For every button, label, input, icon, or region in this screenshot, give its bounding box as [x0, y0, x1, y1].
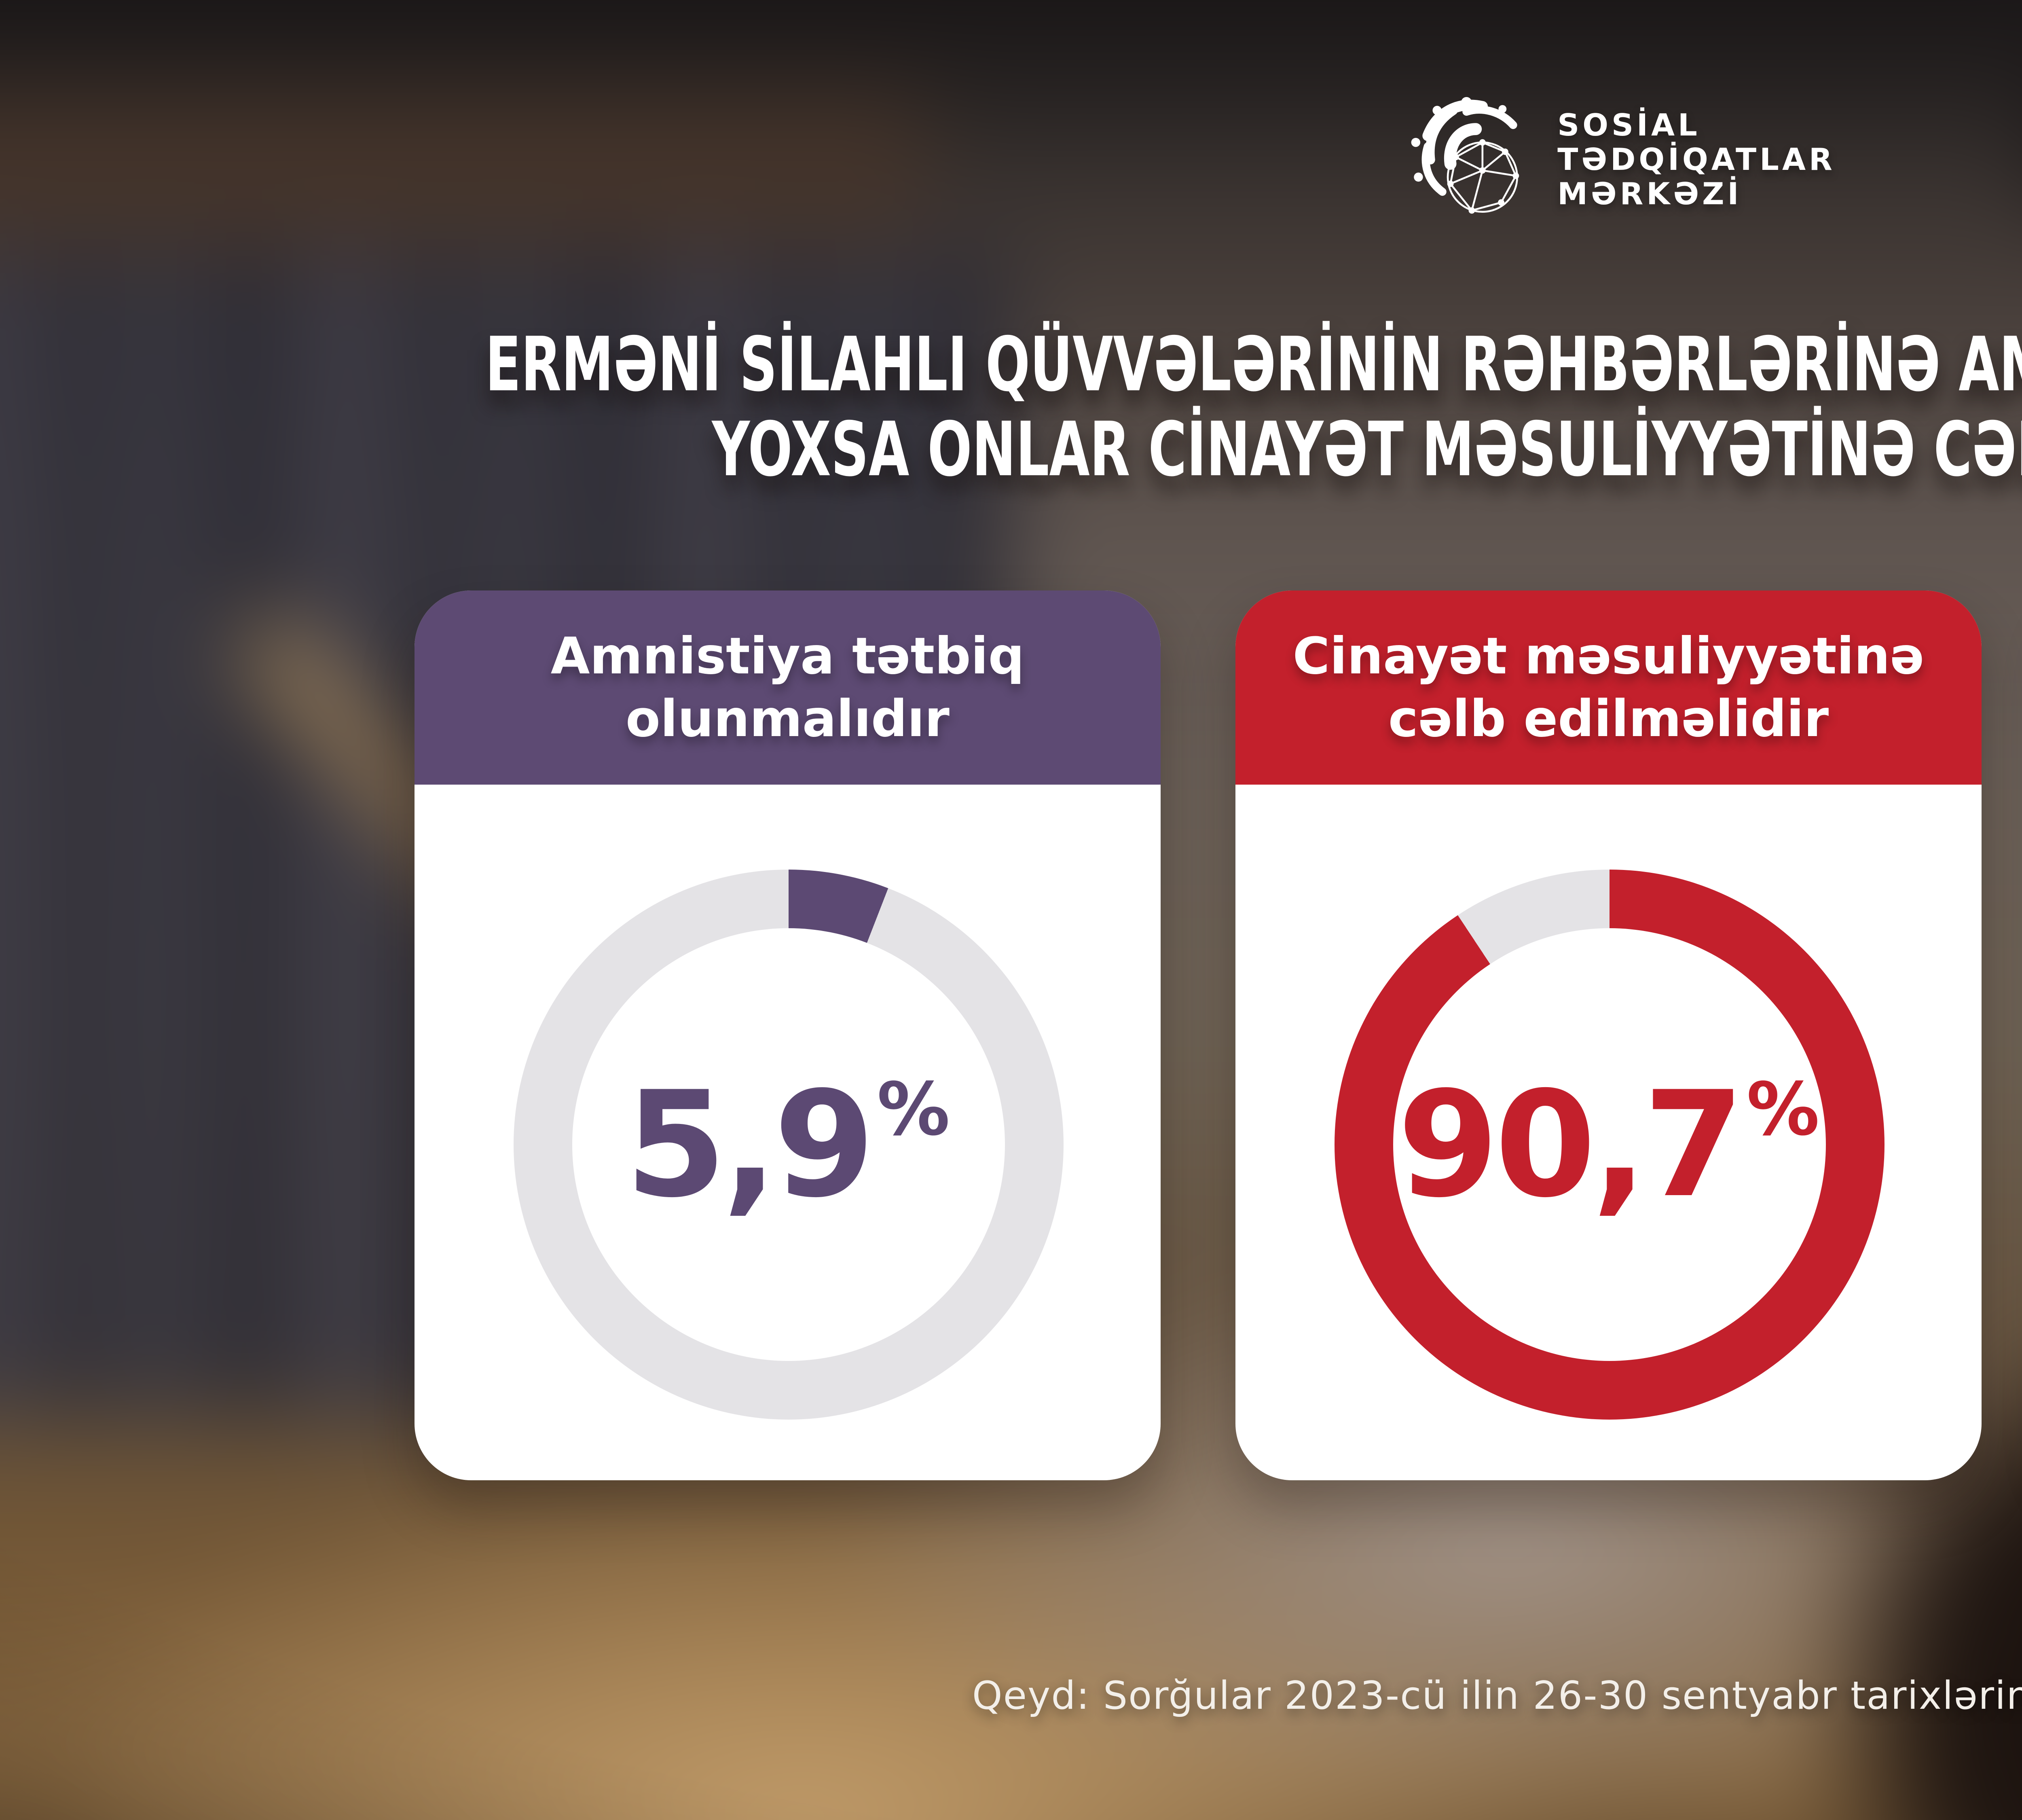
- percent-sign: %: [877, 1076, 950, 1149]
- logo-wordmark: SOSİAL TƏDQİQATLAR MƏRKƏZİ: [1557, 108, 1836, 212]
- card-label: Cinayət məsuliyyətinə cəlb edilməlidir: [1272, 625, 1945, 750]
- donut-value: 90,7%: [1398, 1072, 1820, 1217]
- donut-chart-amnesty: 5,9%: [513, 870, 1063, 1420]
- logo: SOSİAL TƏDQİQATLAR MƏRKƏZİ: [1400, 93, 1836, 226]
- footer-note: Qeyd: Sorğular 2023-cü ilin 26-30 sentya…: [0, 1674, 2022, 1719]
- card-header-amnesty: Amnistiya tətbiq olunmalıdır: [415, 590, 1161, 785]
- results-row: Amnistiya tətbiq olunmalıdır 5,9% Cinayə…: [415, 590, 2022, 1480]
- logo-text-line1: SOSİAL: [1557, 108, 1836, 143]
- donut-value-number: 90,7: [1398, 1072, 1741, 1217]
- card-body: 90,7%: [1235, 785, 1982, 1480]
- page-title-line2: YOXSA ONLAR CİNAYƏT MƏSULİYYƏTİNƏ CƏLB E…: [485, 408, 2022, 493]
- result-card-criminal-liability: Cinayət məsuliyyətinə cəlb edilməlidir 9…: [1235, 590, 1982, 1480]
- result-card-amnesty: Amnistiya tətbiq olunmalıdır 5,9%: [415, 590, 1161, 1480]
- page-title: ERMƏNİ SİLAHLI QÜVVƏLƏRİNİN RƏHBƏRLƏRİNƏ…: [0, 324, 2022, 493]
- page-title-line1: ERMƏNİ SİLAHLI QÜVVƏLƏRİNİN RƏHBƏRLƏRİNƏ…: [485, 324, 2022, 408]
- card-header-criminal-liability: Cinayət məsuliyyətinə cəlb edilməlidir: [1235, 590, 1982, 785]
- donut-chart-criminal-liability: 90,7%: [1334, 870, 1884, 1420]
- donut-value: 5,9%: [625, 1072, 950, 1217]
- donut-hole: 90,7%: [1392, 928, 1825, 1361]
- donut-hole: 5,9%: [571, 928, 1004, 1361]
- card-label: Amnistiya tətbiq olunmalıdır: [451, 625, 1124, 750]
- percent-sign: %: [1747, 1076, 1819, 1149]
- logo-text-line3: MƏRKƏZİ: [1557, 177, 1836, 212]
- logo-text-line2: TƏDQİQATLAR: [1557, 143, 1836, 177]
- donut-value-number: 5,9: [625, 1072, 871, 1217]
- card-body: 5,9%: [415, 785, 1161, 1480]
- stm-swirl-logo-icon: [1400, 93, 1533, 226]
